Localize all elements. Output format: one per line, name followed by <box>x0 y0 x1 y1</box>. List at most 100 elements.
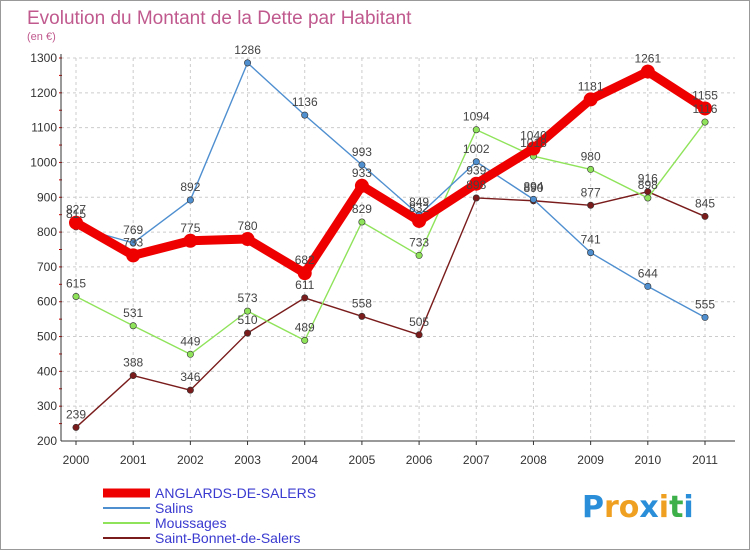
data-point <box>472 194 480 202</box>
data-label: 993 <box>352 145 372 159</box>
data-point <box>415 251 423 259</box>
data-point <box>129 239 137 247</box>
legend-label: Saint-Bonnet-de-Salers <box>155 530 301 546</box>
data-label: 939 <box>466 164 486 178</box>
data-point <box>183 233 198 248</box>
legend-label: ANGLARDS-DE-SALERS <box>155 485 316 501</box>
series-line <box>75 121 706 356</box>
data-label: 555 <box>695 297 715 311</box>
data-label: 741 <box>581 233 601 247</box>
logo-letter: r <box>604 490 619 525</box>
chart-title: Evolution du Montant de la Dette par Hab… <box>27 8 412 29</box>
data-point <box>698 101 712 116</box>
series-moussages <box>72 118 709 358</box>
data-point <box>129 372 137 380</box>
x-tick-label: 2000 <box>63 453 90 467</box>
data-point <box>587 249 595 257</box>
data-point <box>186 386 194 394</box>
data-point <box>587 201 595 209</box>
data-label: 388 <box>123 356 143 370</box>
data-point <box>244 59 252 67</box>
data-point <box>301 294 309 302</box>
y-tick-label: 900 <box>37 190 57 204</box>
data-point <box>701 313 709 321</box>
data-label: 1018 <box>520 136 547 150</box>
x-tick-label: 2003 <box>234 453 261 467</box>
series-line <box>75 62 706 319</box>
data-point <box>640 64 655 79</box>
data-point <box>354 178 369 193</box>
data-label: 1261 <box>634 52 661 66</box>
data-point <box>469 176 484 191</box>
series-saint-bonnet-de-salers <box>72 188 709 431</box>
data-point <box>644 194 652 202</box>
data-label: 933 <box>352 166 372 180</box>
y-tick-label: 1200 <box>30 86 57 100</box>
data-point <box>186 350 194 358</box>
data-point <box>126 248 141 263</box>
series-anglards-de-salers <box>69 64 712 281</box>
data-point <box>415 331 423 339</box>
data-label: 898 <box>638 178 658 192</box>
data-point <box>244 307 252 315</box>
axes <box>59 54 735 445</box>
data-label: 769 <box>123 223 143 237</box>
data-label: 573 <box>238 291 258 305</box>
data-point <box>526 141 541 156</box>
data-point <box>412 213 427 228</box>
chart-subtitle: (en €) <box>27 31 56 43</box>
data-label: 1136 <box>292 95 318 109</box>
data-point <box>244 329 252 337</box>
data-label: 1286 <box>234 43 261 57</box>
x-tick-label: 2010 <box>634 453 661 467</box>
x-tick-label: 2002 <box>177 453 204 467</box>
data-label: 832 <box>409 201 429 215</box>
data-label: 1155 <box>692 88 718 102</box>
data-label: 1094 <box>463 110 490 124</box>
y-tick-label: 200 <box>37 434 57 448</box>
data-label: 449 <box>180 334 200 348</box>
x-tick-label: 2009 <box>577 453 604 467</box>
data-label: 733 <box>409 235 429 249</box>
data-label: 890 <box>523 181 543 195</box>
data-label: 829 <box>352 202 372 216</box>
y-tick-label: 300 <box>37 399 57 413</box>
data-label: 877 <box>581 185 601 199</box>
data-label: 489 <box>295 320 315 334</box>
data-label: 1040 <box>520 129 547 143</box>
y-tick-label: 1000 <box>30 155 57 169</box>
logo-letter: i <box>683 490 693 525</box>
data-point <box>358 312 366 320</box>
data-point <box>472 126 480 134</box>
series-line <box>75 191 706 429</box>
data-point <box>72 423 80 431</box>
data-label: 644 <box>638 266 658 280</box>
legend-label: Salins <box>155 500 193 516</box>
data-point <box>240 232 255 247</box>
data-label: 733 <box>123 235 143 249</box>
data-point <box>301 336 309 344</box>
y-tick-label: 1300 <box>30 51 57 65</box>
data-label: 346 <box>180 370 200 384</box>
data-label: 239 <box>66 407 86 421</box>
logo-letter: x <box>639 490 658 525</box>
data-point <box>644 282 652 290</box>
y-tick-label: 800 <box>37 225 57 239</box>
x-tick-label: 2004 <box>291 453 318 467</box>
data-point <box>701 212 709 220</box>
series-layer <box>69 59 712 431</box>
data-label: 505 <box>409 315 429 329</box>
data-label: 611 <box>295 278 314 292</box>
legend: ANGLARDS-DE-SALERSSalinsMoussagesSaint-B… <box>103 485 316 546</box>
data-label: 916 <box>638 172 658 186</box>
logo-letter: P <box>582 490 604 525</box>
data-label: 892 <box>180 180 200 194</box>
data-label: 894 <box>523 179 543 193</box>
logo-letter: i <box>659 490 669 525</box>
x-tick-label: 2005 <box>349 453 376 467</box>
data-label: 558 <box>352 296 372 310</box>
y-tick-label: 600 <box>37 295 57 309</box>
y-tick-label: 400 <box>37 364 57 378</box>
data-point <box>186 196 194 204</box>
